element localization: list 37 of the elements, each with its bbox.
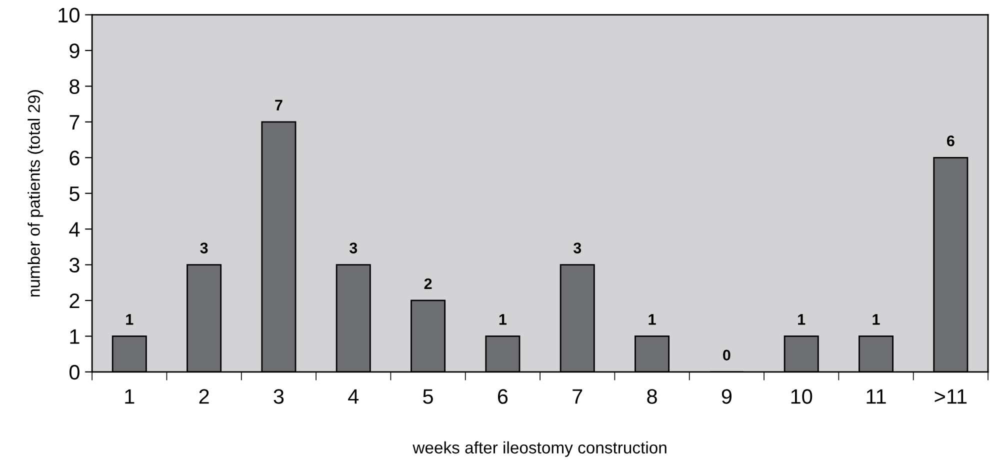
x-tick-label: 11 [866,389,886,404]
x-tick-label: 5 [423,389,433,404]
x-tick-label: 6 [498,389,508,404]
x-tick-label: 4 [348,389,359,404]
y-tick-label: 7 [70,115,80,130]
data-label: 2 [424,278,432,289]
data-label: 3 [349,242,358,254]
y-tick-label: 3 [69,258,80,273]
y-tick-label: 5 [70,186,80,202]
data-label: 1 [126,314,134,325]
data-label: 3 [200,242,208,254]
x-tick-label: 8 [647,389,657,404]
x-tick-label: 2 [199,389,209,404]
data-label: 7 [275,100,282,110]
y-tick-label: 6 [70,150,80,166]
data-label: 1 [648,314,656,325]
y-tick-label: 10 [58,8,80,23]
data-label: 6 [947,135,954,146]
data-label: 1 [499,314,507,325]
y-tick-label: 1 [70,329,80,344]
data-label: 1 [798,314,806,325]
y-tick-label: 8 [70,79,80,94]
x-tick-label: 9 [722,389,732,404]
x-tick-label: 1 [125,389,134,404]
y-axis-title: number of patients (total 29) [28,90,44,296]
x-tick-label: 7 [572,389,582,404]
data-label: 3 [573,242,582,254]
y-tick-label: 0 [69,364,80,380]
data-label: 0 [723,350,730,361]
x-axis-title: weeks after ileostomy construction [412,441,666,457]
data-label: 1 [872,314,880,325]
x-tick-label: 10 [791,389,812,404]
x-tick-label: >11 [934,389,967,404]
y-tick-label: 9 [70,44,80,58]
x-tick-label: 3 [274,389,284,404]
y-tick-label: 4 [69,222,80,237]
y-tick-label: 2 [70,293,80,308]
